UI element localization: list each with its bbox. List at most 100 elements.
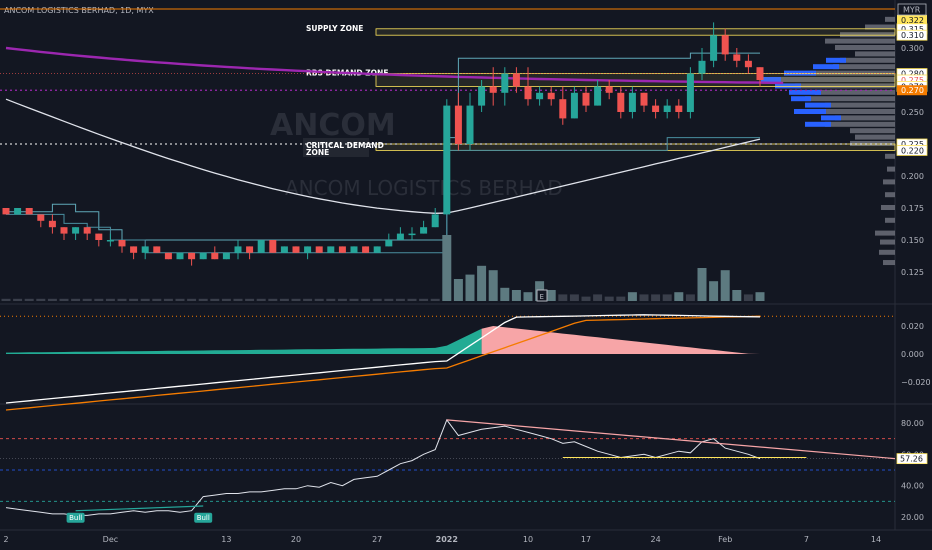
candle-body bbox=[72, 227, 80, 234]
candle-body bbox=[640, 92, 648, 106]
candle-body bbox=[246, 246, 254, 253]
macd-histogram-up bbox=[6, 328, 482, 354]
volume-bar bbox=[163, 298, 173, 301]
bull-badge-bg bbox=[194, 512, 213, 523]
macd-tick-label: 0.000 bbox=[901, 350, 924, 359]
price-tag-bg bbox=[896, 29, 928, 41]
candle-body bbox=[118, 240, 126, 247]
candle-body bbox=[176, 252, 184, 260]
volume-bar bbox=[593, 294, 603, 301]
volume-bar bbox=[569, 294, 579, 301]
candle-body bbox=[559, 99, 567, 119]
time-tick-label: 13 bbox=[221, 535, 231, 544]
volume-bar bbox=[395, 298, 405, 301]
volume-bar bbox=[59, 298, 69, 301]
candle-body bbox=[60, 227, 68, 234]
candlesticks[interactable] bbox=[2, 22, 764, 266]
candle-body bbox=[628, 92, 636, 112]
candle-body bbox=[512, 73, 520, 87]
volume-bar bbox=[303, 298, 313, 301]
vp-row bbox=[865, 24, 895, 30]
candle-body bbox=[37, 214, 45, 221]
volume-bar bbox=[210, 298, 220, 301]
vp-row bbox=[810, 70, 895, 76]
time-tick-label: 2022 bbox=[436, 535, 458, 544]
vp-row bbox=[835, 45, 895, 50]
candle-body bbox=[385, 240, 393, 247]
volume-bar bbox=[604, 296, 614, 301]
candle-body bbox=[95, 233, 103, 240]
volume-bar bbox=[674, 292, 684, 301]
candle-body bbox=[2, 208, 10, 215]
currency-badge[interactable]: MYR bbox=[897, 3, 927, 16]
candle-body bbox=[443, 105, 451, 215]
price-tick-label: 0.250 bbox=[901, 108, 924, 117]
candle-body bbox=[141, 246, 149, 253]
volume-bar bbox=[477, 265, 487, 301]
price-tag-label: 0.275 bbox=[901, 76, 924, 85]
macd-signal-line bbox=[5, 315, 761, 411]
vp-row-buy bbox=[794, 109, 826, 114]
volume-bar bbox=[755, 292, 765, 301]
candle-body bbox=[188, 252, 196, 260]
price-tag-bg bbox=[896, 144, 928, 156]
macd-pane[interactable] bbox=[0, 314, 895, 411]
price-tag-label: 0.225 bbox=[901, 140, 924, 149]
rsi-pane[interactable]: Bull Bull bbox=[0, 418, 896, 523]
price-tag-label: 0.315 bbox=[901, 25, 924, 34]
symbol-title[interactable]: ANCOM LOGISTICS BERHAD, 1D, MYX bbox=[4, 6, 154, 15]
candle-body bbox=[257, 240, 265, 253]
volume-bar bbox=[651, 294, 661, 301]
zone-label: SUPPLY ZONE bbox=[306, 24, 363, 33]
candle-body bbox=[292, 246, 300, 253]
candle-body bbox=[721, 35, 729, 55]
price-tag: 0.322 bbox=[897, 14, 927, 25]
candle-body bbox=[617, 92, 625, 112]
volume-bar bbox=[627, 292, 637, 301]
volume-bar bbox=[326, 298, 336, 301]
time-tick-label: 27 bbox=[372, 535, 382, 544]
candle-body bbox=[675, 105, 683, 112]
candle-body bbox=[211, 252, 219, 260]
volume-bar bbox=[187, 298, 197, 301]
macd-tick-label: 0.020 bbox=[901, 322, 924, 331]
vp-row bbox=[885, 217, 895, 223]
bull-signal-badge: Bull bbox=[194, 512, 213, 523]
earnings-marker[interactable]: E bbox=[536, 289, 548, 302]
vp-row-buy bbox=[784, 70, 816, 76]
vp-row bbox=[880, 239, 895, 245]
volume-bar bbox=[709, 281, 719, 301]
time-tick-label: 20 bbox=[291, 535, 301, 544]
volume-bar bbox=[175, 298, 185, 301]
bull-badge-label: Bull bbox=[69, 514, 82, 522]
time-tick-label: 14 bbox=[871, 535, 881, 544]
volume-bar bbox=[117, 298, 127, 301]
vp-row bbox=[885, 153, 895, 159]
volume-bar bbox=[268, 298, 278, 301]
vp-row bbox=[835, 115, 895, 121]
volume-bar bbox=[546, 290, 556, 301]
volume-bar bbox=[581, 296, 591, 301]
rsi-tag-bg bbox=[896, 453, 928, 465]
candle-body bbox=[83, 227, 91, 234]
candle-body bbox=[280, 246, 288, 253]
vp-row bbox=[825, 121, 895, 127]
price-tag: 0.270 bbox=[897, 85, 927, 96]
candle-body bbox=[396, 233, 404, 240]
vp-row-buy bbox=[805, 121, 831, 127]
vp-row bbox=[855, 51, 895, 57]
price-tick-label: 0.175 bbox=[901, 204, 924, 213]
time-tick-label: 24 bbox=[651, 535, 661, 544]
candle-body bbox=[153, 246, 161, 253]
vp-row bbox=[879, 249, 895, 255]
volume-bar bbox=[361, 298, 371, 301]
volume-bar bbox=[720, 270, 730, 301]
candle-body bbox=[744, 60, 752, 68]
candle-body bbox=[164, 252, 172, 260]
zone-box bbox=[375, 143, 896, 151]
candle-body bbox=[130, 246, 138, 253]
zone-label: CRITICAL DEMAND bbox=[306, 141, 384, 150]
volume-profile bbox=[761, 16, 895, 266]
bull-badge-label: Bull bbox=[197, 514, 210, 522]
